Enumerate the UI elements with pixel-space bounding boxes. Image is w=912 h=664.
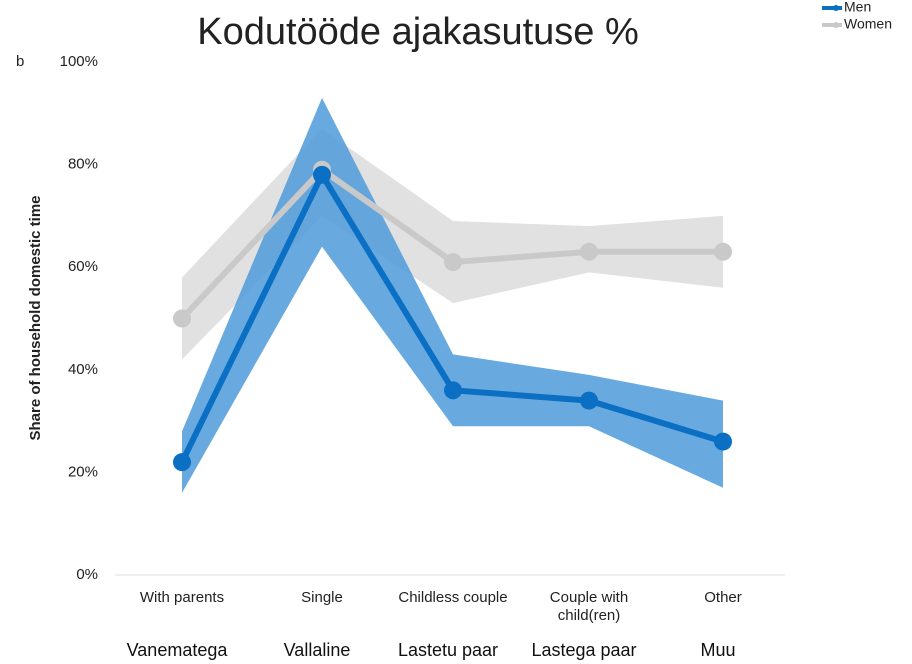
x-tick-label: Childless couple <box>398 589 508 606</box>
data-point <box>580 242 598 261</box>
legend-swatch-dot <box>833 5 839 11</box>
data-point <box>444 381 462 400</box>
x-tick-label: With parents <box>139 589 225 606</box>
data-point <box>173 309 191 328</box>
legend-label: Women <box>844 16 892 32</box>
x-tick-label: Single <box>301 589 343 606</box>
legend-label: Men <box>844 0 871 15</box>
y-axis-label: Share of household domestic time <box>27 195 44 440</box>
x-tick-label: Couple with child(ren) <box>549 589 629 623</box>
y-tick-label: 40% <box>68 361 98 378</box>
category-translation: Muu <box>700 640 736 660</box>
y-tick-label: 100% <box>60 53 98 70</box>
data-point <box>444 253 462 272</box>
category-translation: Vanematega <box>126 640 228 660</box>
y-tick-label: 60% <box>68 258 98 275</box>
x-tick-label: Other <box>704 589 742 606</box>
data-point <box>714 242 732 261</box>
data-point <box>313 165 331 184</box>
data-point <box>580 391 598 410</box>
chart-title: Kodutööde ajakasutuse % <box>197 11 639 53</box>
y-tick-label: 0% <box>76 566 98 583</box>
category-translation: Lastega paar <box>531 640 637 660</box>
category-translation: Vallaline <box>283 640 351 660</box>
y-tick-label: 80% <box>68 156 98 173</box>
data-point <box>173 453 191 472</box>
legend-swatch-dot <box>833 22 839 28</box>
category-translation: Lastetu paar <box>397 640 499 660</box>
panel-label: b <box>16 53 24 70</box>
y-tick-label: 20% <box>68 463 98 480</box>
data-point <box>714 432 732 451</box>
